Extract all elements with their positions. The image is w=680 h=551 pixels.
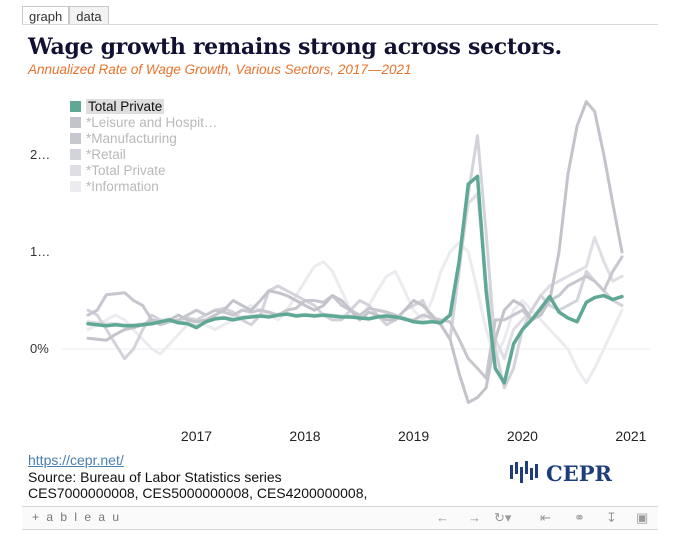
legend-swatch <box>70 100 81 112</box>
y-tick-label: 2… <box>30 147 51 162</box>
legend-label: Total Private <box>86 98 165 114</box>
legend-label: *Information <box>86 178 159 194</box>
cepr-link[interactable]: https://cepr.net/ <box>28 452 124 468</box>
download-icon[interactable]: ↧ <box>606 510 617 525</box>
x-tick-label: 2018 <box>289 428 321 444</box>
chart-title: Wage growth remains strong across sector… <box>28 34 562 60</box>
tableau-brand[interactable]: + a b l e a u <box>32 510 122 524</box>
chart-subtitle: Annualized Rate of Wage Growth, Various … <box>28 62 412 77</box>
series-layer <box>86 100 624 404</box>
share-icon[interactable]: ⚭ <box>574 510 585 525</box>
tab-data[interactable]: data <box>69 6 109 24</box>
x-tick-label: 2017 <box>180 428 213 444</box>
tab-divider <box>22 24 658 25</box>
cepr-logo: CEPR <box>508 458 612 488</box>
x-tick-label: 2019 <box>398 428 430 444</box>
legend-item[interactable]: *Retail <box>70 146 217 162</box>
source-line-2: CES7000000008, CES5000000008, CES4200000… <box>28 485 368 501</box>
legend-swatch <box>70 164 81 176</box>
legend-label: *Manufacturing <box>86 130 177 146</box>
view-tabs: graph data <box>22 6 109 24</box>
cepr-logo-mark <box>510 461 538 483</box>
legend-swatch <box>70 132 81 144</box>
source-line-1: Source: Bureau of Labor Statistics serie… <box>28 469 282 485</box>
legend-item[interactable]: Total Private <box>70 98 217 114</box>
legend-swatch <box>70 180 81 192</box>
undo-icon[interactable]: ← <box>436 510 449 525</box>
legend: Total Private *Leisure and Hospit… *Manufa… <box>70 98 217 194</box>
fullscreen-icon[interactable]: ▣ <box>636 510 649 525</box>
x-tick-label: 2020 <box>506 428 538 444</box>
series-line-4[interactable] <box>86 192 624 361</box>
tab-graph[interactable]: graph <box>22 6 70 24</box>
legend-item[interactable]: *Manufacturing <box>70 130 217 146</box>
source-note: Source: Bureau of Labor Statistics serie… <box>28 469 448 501</box>
reset-icon[interactable]: ⇤ <box>540 510 551 525</box>
legend-item[interactable]: *Total Private <box>70 162 217 178</box>
legend-item[interactable]: *Leisure and Hospit… <box>70 114 217 130</box>
revert-icon[interactable]: ↻▾ <box>494 510 512 525</box>
legend-item[interactable]: *Information <box>70 178 217 194</box>
legend-swatch <box>70 148 81 160</box>
x-tick-label: 2021 <box>615 428 647 444</box>
legend-label: *Retail <box>86 146 126 162</box>
y-tick-label: 0% <box>30 341 49 356</box>
y-tick-label: 1… <box>30 244 51 259</box>
tableau-toolbar: + a b l e a u ← → ↻▾ ⇤ ⚭ ↧ ▣ <box>22 506 658 530</box>
legend-label: *Total Private <box>86 162 166 178</box>
series-line-0[interactable] <box>86 174 624 385</box>
legend-swatch <box>70 116 81 128</box>
legend-label: *Leisure and Hospit… <box>86 114 218 130</box>
cepr-logo-text: CEPR <box>546 460 612 486</box>
redo-icon[interactable]: → <box>468 510 481 525</box>
